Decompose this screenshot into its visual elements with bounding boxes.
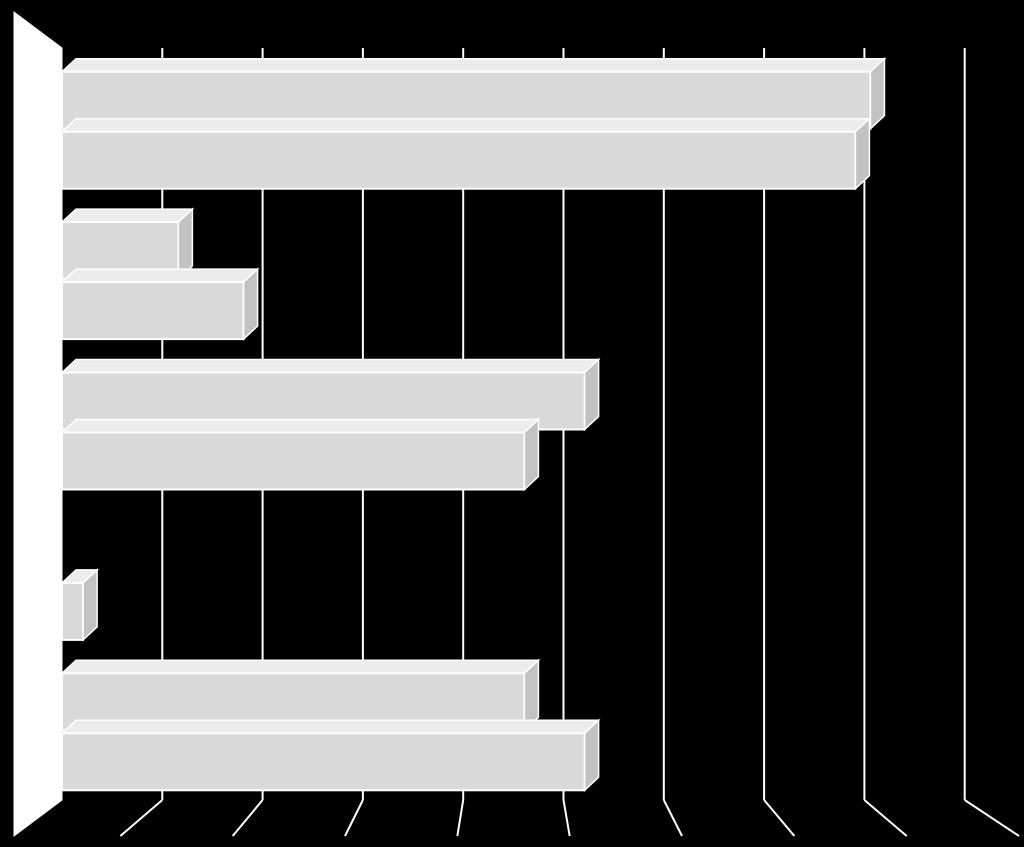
bar-end-face bbox=[583, 357, 600, 432]
bar-end-face bbox=[177, 207, 194, 281]
bar-end-face bbox=[82, 568, 98, 642]
floor-gridline bbox=[119, 799, 163, 837]
bar-top-face bbox=[60, 659, 541, 675]
floor-gridline bbox=[231, 799, 264, 837]
bar bbox=[60, 718, 601, 793]
bar-top-face bbox=[60, 117, 872, 133]
floor-gridline bbox=[763, 799, 796, 837]
floor-gridline bbox=[964, 799, 1020, 837]
floor-gridline bbox=[662, 799, 683, 837]
floor-gridline bbox=[456, 799, 465, 837]
bar-end-face bbox=[242, 267, 259, 341]
bar bbox=[60, 267, 260, 341]
bar-top-face bbox=[60, 57, 887, 73]
bar bbox=[60, 116, 872, 191]
bar-end-face bbox=[523, 417, 540, 492]
bar bbox=[60, 417, 541, 492]
bar-front-face bbox=[61, 431, 526, 491]
bar-front-face bbox=[61, 732, 586, 792]
floor-gridline bbox=[562, 799, 571, 837]
left-side-wall bbox=[13, 11, 63, 837]
bar-top-face bbox=[60, 719, 601, 735]
bar-end-face bbox=[854, 116, 871, 191]
bar-end-face bbox=[869, 56, 886, 131]
bar-front-face bbox=[61, 581, 85, 641]
bar-top-face bbox=[60, 208, 195, 223]
bars bbox=[60, 56, 887, 793]
bar bbox=[60, 568, 100, 642]
bar-front-face bbox=[61, 281, 245, 341]
bar-top-face bbox=[60, 268, 260, 283]
floor-gridline bbox=[344, 799, 364, 837]
floor-gridline bbox=[863, 799, 908, 837]
bar-top-face bbox=[60, 418, 541, 434]
bar-top-face bbox=[60, 358, 601, 374]
bar-front-face bbox=[61, 130, 857, 190]
bar-end-face bbox=[523, 658, 540, 733]
bar-end-face bbox=[583, 718, 600, 793]
